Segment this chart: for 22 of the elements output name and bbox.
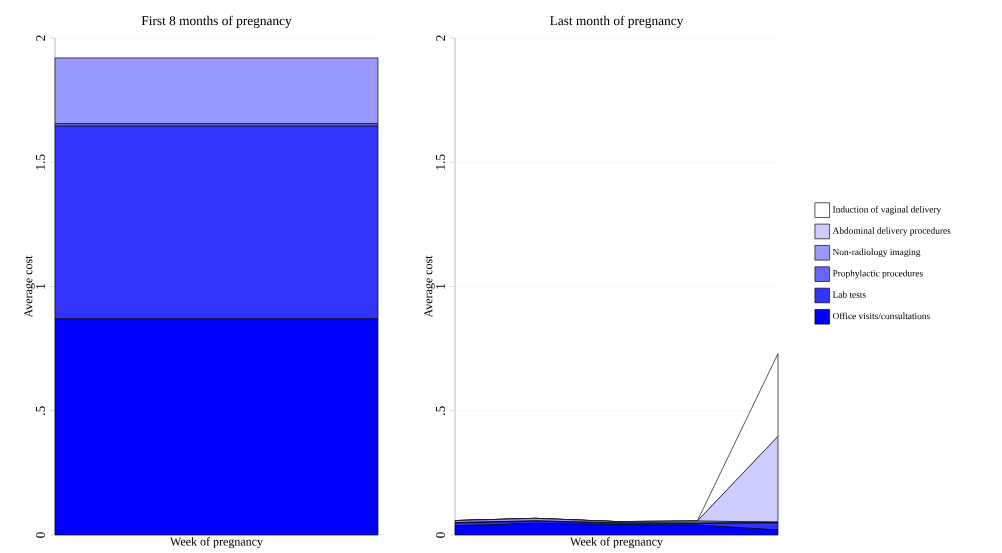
x-axis-title: Week of pregnancy — [170, 537, 263, 549]
legend-label: Prophylactic procedures — [832, 270, 923, 279]
y-tick-label: 1.5 — [35, 154, 45, 170]
y-tick-label: 1 — [36, 284, 45, 289]
y-tick-label: 0 — [435, 532, 445, 539]
y-tick-label: 1.5 — [435, 154, 445, 170]
legend-label: Office visits/consultations — [832, 312, 930, 320]
y-tick-label: 2 — [436, 35, 445, 41]
y-tick-label: 0 — [35, 532, 45, 539]
y-tick-label: .5 — [36, 406, 45, 416]
y-axis-title: Average cost — [424, 255, 435, 318]
chart-title: First 8 months of pregnancy — [141, 15, 292, 29]
legend-label: Induction of vaginal delivery — [832, 206, 942, 215]
y-tick-label: .5 — [436, 406, 445, 416]
x-axis-title: Week of pregnancy — [570, 537, 663, 549]
chart-title: Last month of pregnancy — [550, 15, 684, 29]
legend-label: Abdominal delivery procedures — [832, 227, 951, 236]
y-tick-label: 1 — [436, 284, 445, 289]
y-tick-label: 2 — [36, 35, 45, 41]
legend-label: Lab tests — [832, 291, 866, 299]
legend-label: Non-radiology imaging — [832, 248, 921, 258]
y-axis-title: Average cost — [24, 255, 35, 318]
